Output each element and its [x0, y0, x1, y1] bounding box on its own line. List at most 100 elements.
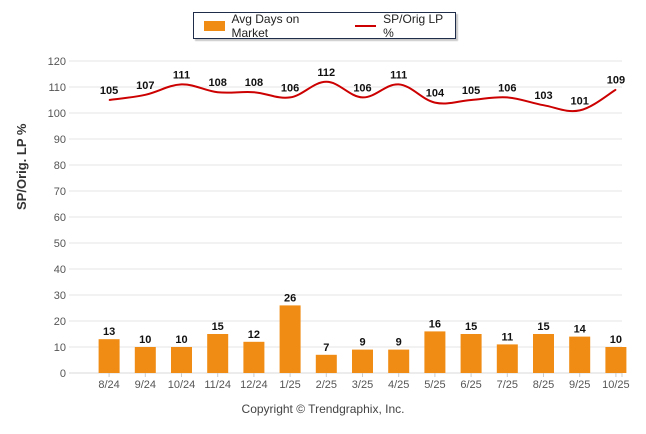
legend-bar-swatch [204, 20, 226, 31]
x-tick-label: 10/25 [602, 379, 630, 391]
bar-data-label: 15 [212, 321, 224, 333]
line-point [506, 96, 508, 98]
line-data-label: 112 [317, 67, 335, 79]
bar-data-label: 10 [175, 334, 187, 346]
copyright: Copyright © Trendgraphix, Inc. [241, 402, 405, 416]
bar [424, 331, 446, 373]
bar [496, 344, 518, 373]
line-point [398, 83, 400, 85]
bar [569, 336, 591, 373]
bar [207, 334, 229, 373]
bar-data-label: 16 [429, 318, 441, 330]
legend-item-bar[interactable]: Avg Days on Market [204, 12, 337, 40]
bar [171, 347, 192, 373]
x-tick-label: 10/24 [168, 379, 196, 391]
legend: Avg Days on Market SP/Orig LP % [193, 12, 456, 40]
line-point [470, 99, 472, 101]
line-data-label: 101 [571, 95, 589, 107]
bar-data-label: 7 [323, 342, 329, 354]
bar-data-labels: 13 10 10 15 12 26 7 9 9 16 15 11 15 14 10 [103, 292, 622, 353]
y-axis-label: SP/Orig. LP % [14, 123, 29, 210]
line-point [434, 102, 436, 104]
x-tick-label: 9/24 [135, 379, 156, 391]
y-tick-label: 100 [48, 108, 66, 120]
line-point [144, 94, 146, 96]
x-tick-label: 1/25 [279, 379, 300, 391]
x-tick-label: 3/25 [352, 379, 373, 391]
y-tick-label: 40 [54, 264, 66, 276]
line-data-labels: 105 107 111 108 108 106 112 106 111 104 105 106 103 1… [100, 67, 625, 108]
bar-data-label: 14 [574, 324, 587, 336]
y-tick-label: 0 [60, 368, 66, 380]
x-tick-label: 6/25 [460, 379, 481, 391]
x-tick-label: 12/24 [240, 379, 268, 391]
bar-data-label: 15 [537, 321, 549, 333]
bar [315, 354, 337, 373]
line-point [615, 89, 617, 91]
line-data-label: 108 [209, 77, 227, 89]
x-tick-label: 4/25 [388, 379, 409, 391]
x-tick-label: 9/25 [569, 379, 590, 391]
bar-data-label: 9 [396, 337, 402, 349]
line-data-label: 104 [426, 88, 445, 100]
line-data-label: 106 [281, 82, 299, 94]
y-tick-label: 80 [54, 160, 66, 172]
legend-line-label: SP/Orig LP % [383, 11, 443, 40]
line-data-label: 106 [498, 82, 516, 94]
line-data-label: 111 [173, 69, 190, 81]
bar [605, 347, 627, 373]
line-point [253, 91, 255, 93]
bar-data-label: 11 [501, 331, 513, 343]
y-tick-label: 20 [54, 316, 66, 328]
gridlines [69, 60, 622, 374]
x-tick-label: 11/24 [204, 379, 231, 391]
line-series [108, 80, 617, 113]
bar [352, 349, 373, 373]
line-data-label: 109 [607, 75, 625, 87]
line-point [325, 81, 327, 83]
x-axis: 8/24 9/24 10/24 11/24 12/24 1/25 2/25 3/25 4/25 5… [98, 373, 630, 391]
bar [388, 349, 410, 373]
line-data-label: 103 [534, 90, 552, 102]
bar [98, 339, 120, 373]
line-point [362, 96, 363, 98]
bar [460, 334, 482, 373]
line-point [217, 91, 219, 93]
line-data-label: 108 [245, 77, 263, 89]
line-data-label: 105 [462, 85, 480, 97]
bar-data-label: 15 [465, 321, 477, 333]
x-tick-label: 8/25 [533, 379, 554, 391]
legend-item-line[interactable]: SP/Orig LP % [347, 12, 455, 40]
line-point [108, 99, 110, 101]
line-data-label: 107 [136, 80, 154, 92]
bar-data-label: 12 [248, 329, 260, 341]
y-tick-label: 50 [54, 238, 66, 250]
y-tick-label: 60 [54, 212, 66, 224]
line-data-label: 111 [390, 69, 407, 81]
bar-data-label: 13 [103, 326, 115, 338]
y-tick-label: 30 [54, 290, 66, 302]
bars [98, 305, 627, 373]
line-point [579, 109, 581, 111]
bar-data-label: 9 [359, 337, 365, 349]
y-tick-label: 70 [54, 186, 66, 198]
x-tick-label: 5/25 [424, 379, 445, 391]
bar [243, 341, 265, 373]
legend-line-swatch [354, 24, 377, 27]
line-point [543, 104, 544, 106]
x-tick-label: 7/25 [497, 379, 518, 391]
legend-bar-label: Avg Days on Market [231, 11, 300, 40]
bar-data-label: 10 [139, 334, 151, 346]
y-tick-label: 110 [48, 82, 66, 94]
bar [533, 334, 554, 373]
bar-data-label: 26 [284, 292, 296, 304]
line-data-label: 105 [100, 85, 118, 97]
y-tick-label: 90 [54, 134, 66, 146]
line-point [181, 83, 182, 85]
x-tick-label: 8/24 [98, 379, 119, 391]
bar-data-label: 10 [610, 334, 622, 346]
y-axis-ticks: 0 10 20 30 40 50 60 70 80 90 100 110 120 [48, 56, 66, 380]
y-tick-label: 10 [54, 342, 66, 354]
bar [279, 305, 301, 373]
